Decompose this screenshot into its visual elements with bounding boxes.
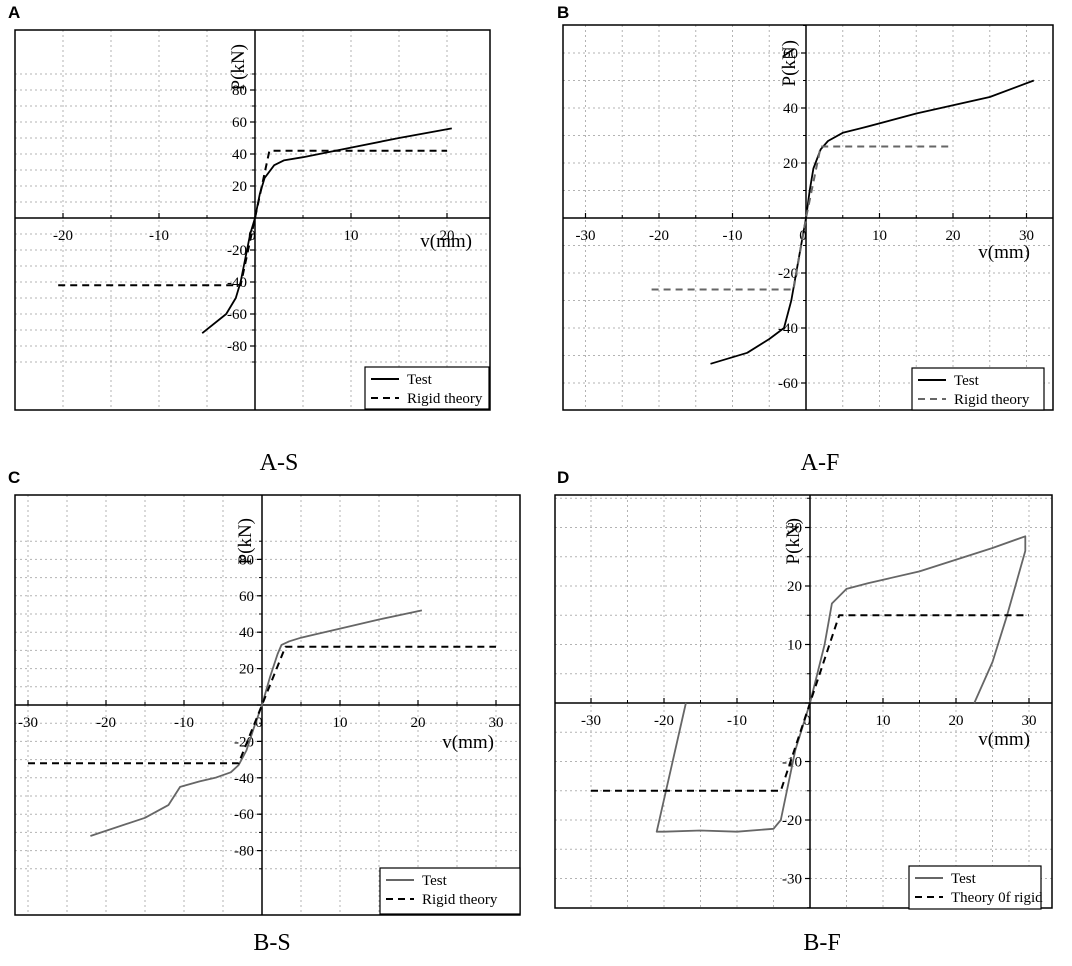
- legend-box: [911, 367, 1045, 411]
- chart-panel-d: D-30 -20 -10 10 20 300-30-20-10102030P(kN)v(m…: [554, 468, 1053, 956]
- y-tick-label: -20: [234, 734, 254, 750]
- x-tick-label: 20: [411, 715, 426, 731]
- x-tick-label: 10: [876, 713, 891, 729]
- y-tick-label: -80: [234, 844, 254, 860]
- x-tick-label: -20: [53, 228, 73, 244]
- y-tick-label: 40: [239, 625, 254, 641]
- chart-panel-b: B-30 -20 -10 10 20 300-60-40-20204060P(kN)v(m…: [557, 3, 1054, 476]
- legend-label: Test: [422, 873, 448, 889]
- y-tick-label: 60: [232, 115, 247, 131]
- y-axis-label: P(kN): [235, 518, 256, 564]
- grid: [563, 25, 1053, 410]
- x-tick-label: 10: [333, 715, 348, 731]
- legend-label: Test: [951, 871, 977, 887]
- legend-label: Rigid theory: [954, 392, 1030, 408]
- chart-panel-c: C-30 -20 -10 10 20 300-80-60-40-2020406080P(k…: [8, 468, 521, 956]
- y-tick-label: 80: [239, 552, 254, 568]
- y-tick-label: 20: [783, 156, 798, 172]
- chart-panel-a: A-20 -10 10 200-80-60-40-2020406080P(kN)v(m…: [8, 3, 491, 476]
- panel-letter: C: [8, 468, 20, 487]
- legend: Test Rigid theory: [911, 367, 1045, 411]
- panel-caption: A-F: [801, 450, 840, 476]
- plot-frame: [14, 29, 491, 411]
- x-tick-label: 20: [949, 713, 964, 729]
- x-tick-label: -10: [727, 713, 747, 729]
- y-tick-label: -60: [778, 376, 798, 392]
- legend-label: Test: [407, 372, 433, 388]
- panel-letter: D: [557, 468, 569, 487]
- legend: Test Rigid theory: [364, 366, 490, 410]
- y-tick-label: -30: [782, 872, 802, 888]
- x-tick-label: -20: [654, 713, 674, 729]
- y-tick-label: 60: [783, 46, 798, 62]
- y-tick-label: 10: [787, 638, 802, 654]
- x-axis-label: v(mm): [420, 231, 472, 252]
- panel-caption: B-S: [253, 930, 290, 956]
- x-tick-label: -30: [581, 713, 601, 729]
- panel-caption: A-S: [260, 450, 299, 476]
- legend-box: [364, 366, 490, 410]
- series-line-test: [655, 535, 1027, 833]
- y-tick-label: 40: [783, 101, 798, 117]
- y-axis-label: P(kN): [783, 518, 804, 564]
- panel-letter: A: [8, 3, 20, 22]
- y-tick-label: -40: [227, 275, 247, 291]
- x-tick-label: -10: [149, 228, 169, 244]
- y-tick-label: -60: [227, 307, 247, 323]
- y-tick-label: 40: [232, 147, 247, 163]
- plot-frame: [554, 494, 1053, 909]
- y-tick-label: 60: [239, 589, 254, 605]
- legend-label: Rigid theory: [422, 892, 498, 908]
- x-axis-label: v(mm): [978, 242, 1030, 263]
- x-tick-label: -30: [18, 715, 38, 731]
- panel-letter: B: [557, 3, 569, 22]
- panel-caption: B-F: [803, 930, 840, 956]
- series-line-theory: [58, 149, 447, 287]
- series-line-test: [710, 79, 1035, 365]
- y-axis-label: P(kN): [228, 44, 249, 90]
- legend-label: Rigid theory: [407, 391, 483, 407]
- x-tick-label: -30: [576, 228, 596, 244]
- legend: Test Theory 0f rigid: [908, 865, 1043, 910]
- grid: [15, 30, 490, 410]
- y-tick-label: -20: [782, 813, 802, 829]
- series-line-theory: [591, 614, 1029, 792]
- legend-label: Theory 0f rigid: [951, 890, 1043, 906]
- x-tick-label: 30: [1019, 228, 1034, 244]
- y-tick-label: 30: [787, 521, 802, 537]
- y-tick-label: 20: [239, 662, 254, 678]
- origin-tick-label: 0: [803, 713, 811, 729]
- x-axis-label: v(mm): [978, 729, 1030, 750]
- x-tick-label: 30: [489, 715, 504, 731]
- y-tick-label: -20: [227, 243, 247, 259]
- x-tick-label: -20: [96, 715, 116, 731]
- y-tick-label: -40: [234, 771, 254, 787]
- y-tick-label: -20: [778, 266, 798, 282]
- x-tick-label: -10: [723, 228, 743, 244]
- x-tick-label: 10: [872, 228, 887, 244]
- legend-box: [908, 865, 1042, 910]
- y-tick-label: -80: [227, 339, 247, 355]
- x-tick-label: 20: [946, 228, 961, 244]
- x-tick-label: 20: [440, 228, 455, 244]
- x-tick-label: -10: [174, 715, 194, 731]
- legend: Test Rigid theory: [379, 867, 521, 915]
- y-tick-label: 20: [232, 179, 247, 195]
- x-tick-label: 30: [1022, 713, 1037, 729]
- x-tick-label: -20: [649, 228, 669, 244]
- x-tick-label: 10: [344, 228, 359, 244]
- series-line-test: [90, 609, 423, 837]
- y-axis-label: P(kN): [779, 40, 800, 86]
- y-tick-label: -60: [234, 807, 254, 823]
- legend-box: [379, 867, 521, 915]
- y-tick-label: 20: [787, 579, 802, 595]
- x-axis-label: v(mm): [442, 732, 494, 753]
- y-tick-label: -40: [778, 321, 798, 337]
- y-tick-label: 80: [232, 83, 247, 99]
- legend-label: Test: [954, 373, 980, 389]
